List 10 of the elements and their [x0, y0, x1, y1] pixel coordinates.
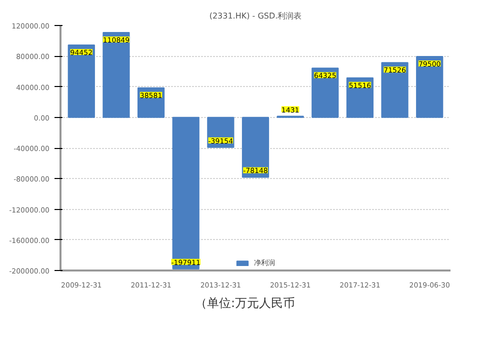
bar [102, 32, 130, 118]
bar [416, 56, 444, 118]
bar [68, 44, 95, 118]
bar [172, 116, 200, 270]
text: （单位:万元人民币 [194, 295, 296, 312]
chart-title: (2331.HK) - GSD.利润表 [209, 12, 302, 20]
bar [346, 77, 374, 118]
bar [242, 116, 270, 178]
bar [312, 68, 339, 118]
bar [381, 62, 408, 118]
